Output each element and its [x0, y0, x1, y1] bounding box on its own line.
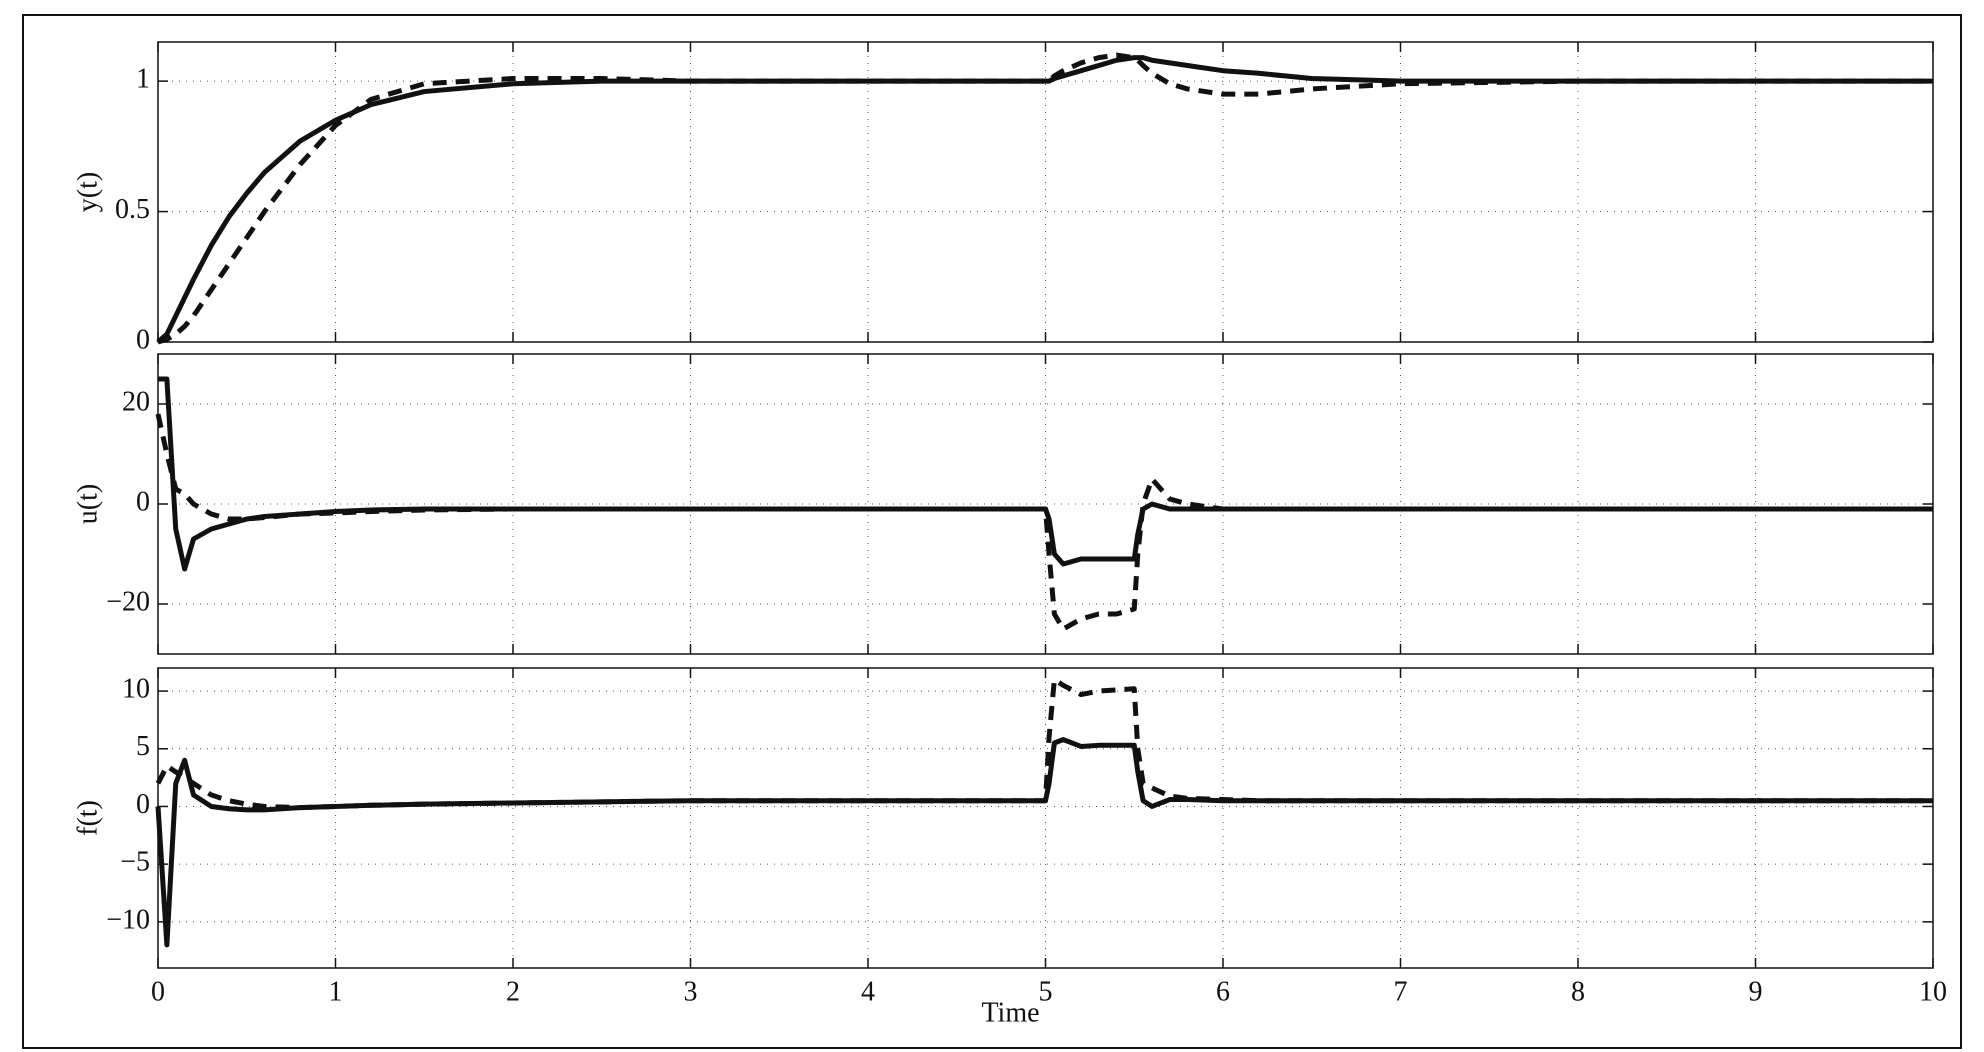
- x-tick-label: 9: [1749, 976, 1763, 1007]
- plot-area: [158, 668, 1933, 968]
- y-axis-label: u(t): [72, 484, 103, 524]
- x-tick-label: 5: [1039, 976, 1053, 1007]
- x-tick-label: 4: [861, 976, 875, 1007]
- figure-border: [22, 14, 1962, 1049]
- x-tick-label: 6: [1216, 976, 1230, 1007]
- x-tick-label: 2: [506, 976, 520, 1007]
- y-tick-label: 1: [136, 64, 150, 95]
- y-tick-label: 0: [136, 486, 150, 517]
- y-tick-label: −10: [106, 904, 150, 935]
- y-tick-label: 5: [136, 731, 150, 762]
- data-line: [157, 52, 1933, 345]
- x-axis-label: Time: [981, 997, 1039, 1028]
- x-tick-label: 1: [329, 976, 343, 1007]
- y-tick-label: 10: [122, 673, 150, 704]
- x-tick-label: 8: [1571, 976, 1585, 1007]
- axes-frame: [157, 353, 1934, 655]
- y-tick-label: 0: [136, 324, 150, 355]
- x-tick-label: 10: [1919, 976, 1947, 1007]
- x-tick-label: 3: [684, 976, 698, 1007]
- x-tick-label: 0: [151, 976, 165, 1007]
- plot-area: [158, 42, 1933, 342]
- y-tick-label: −5: [120, 847, 150, 878]
- y-tick-label: 0: [136, 789, 150, 820]
- axes-frame: [157, 667, 1934, 969]
- y-tick-label: 0.5: [115, 194, 150, 225]
- x-tick-label: 7: [1394, 976, 1408, 1007]
- data-line: [156, 55, 1933, 344]
- y-axis-label: f(t): [72, 800, 103, 836]
- data-line: [155, 677, 1933, 811]
- y-axis-label: y(t): [72, 172, 103, 212]
- data-line: [155, 413, 1933, 632]
- axes-frame: [157, 41, 1934, 343]
- y-tick-label: −20: [106, 586, 150, 617]
- y-tick-label: 20: [122, 386, 150, 417]
